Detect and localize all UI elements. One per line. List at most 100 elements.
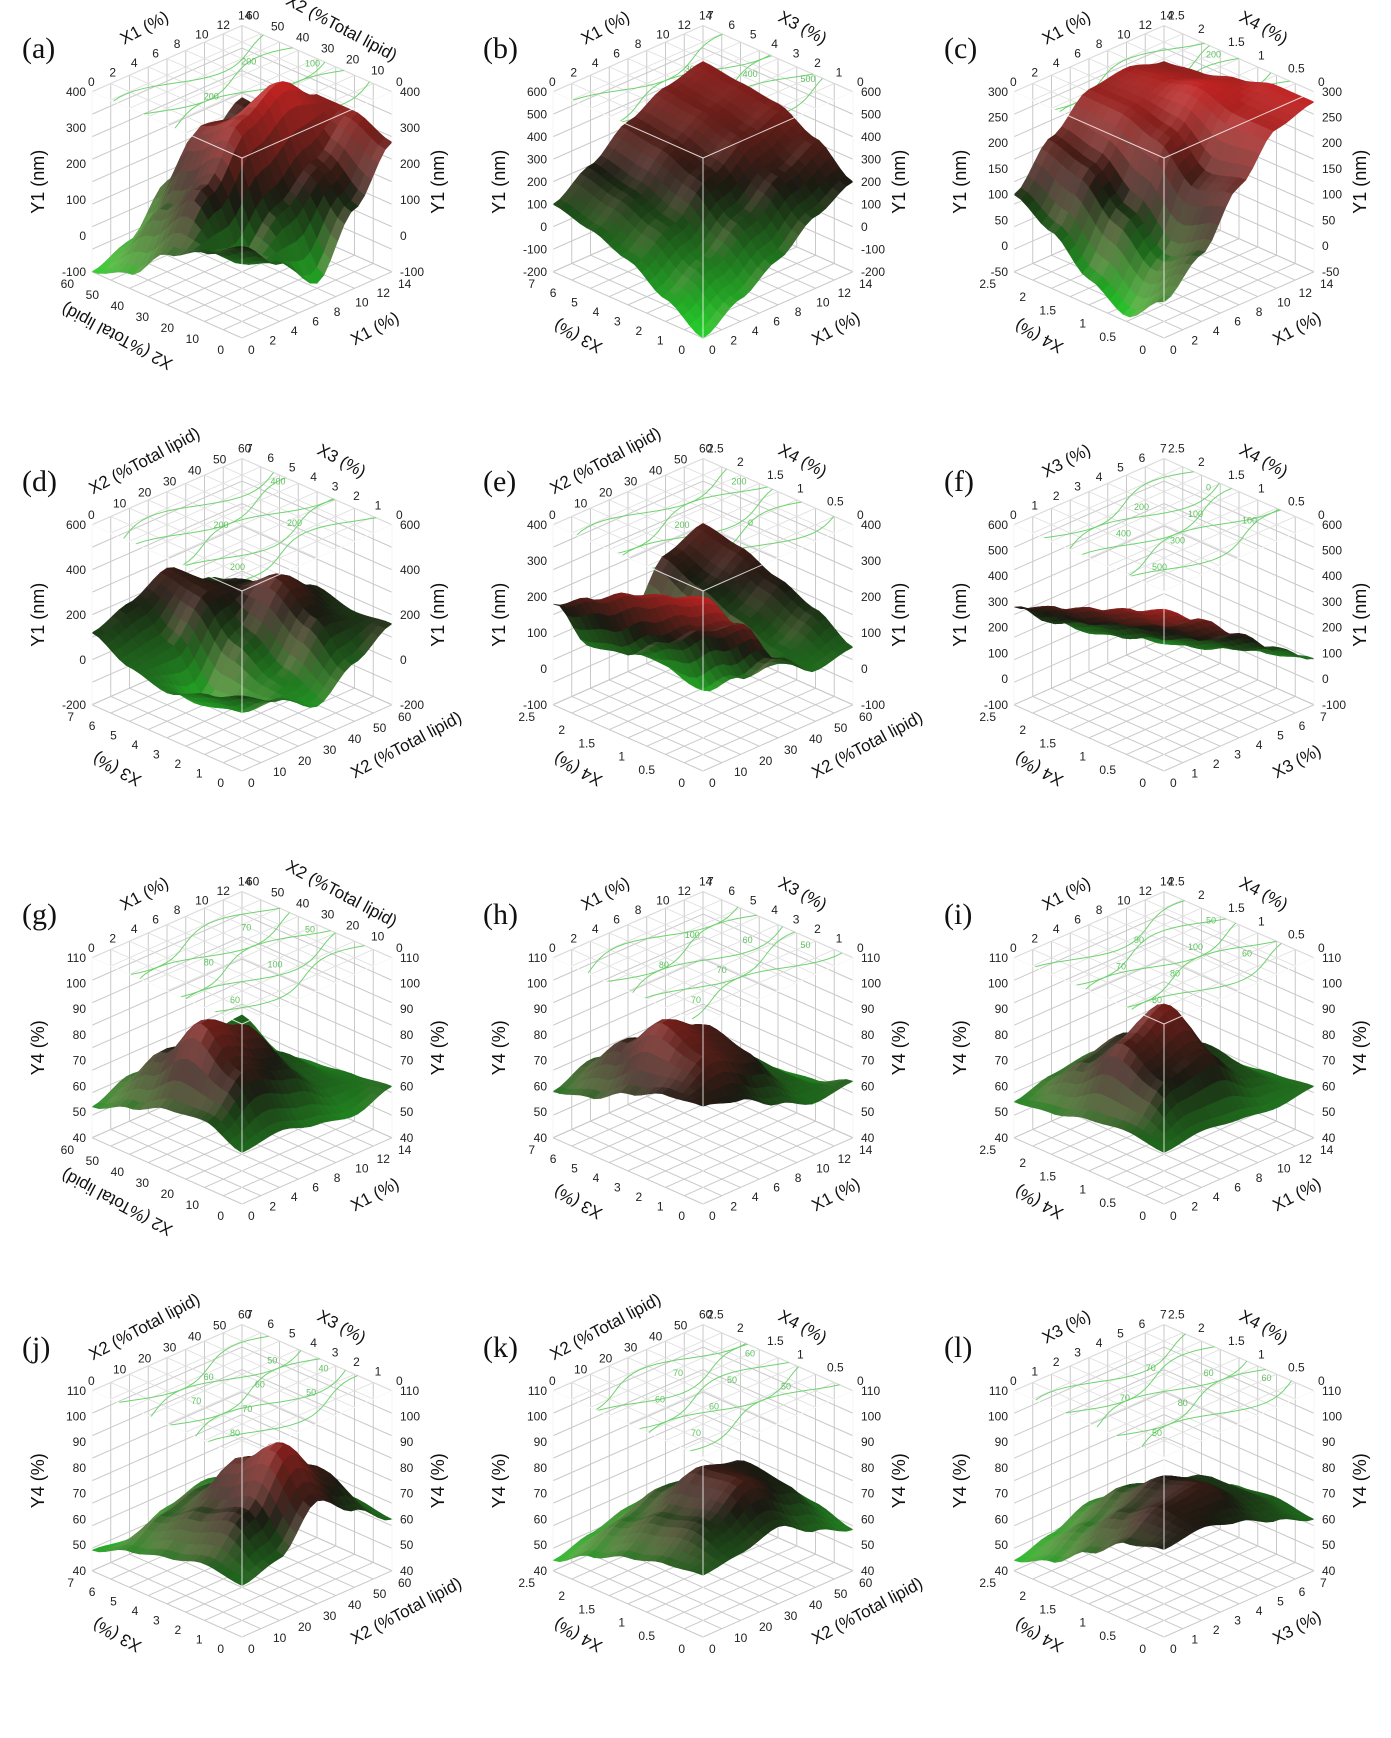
y-axis-title-top: X3 (%) <box>314 440 369 481</box>
z-tick-label-left: 400 <box>66 563 86 577</box>
z-tick-label-right: 0 <box>400 653 407 667</box>
y-tick-label: 60 <box>61 277 75 291</box>
x-tick-label-top: 10 <box>113 497 127 511</box>
contour-label: 0 <box>1206 482 1211 492</box>
contour-label: 60 <box>743 935 753 945</box>
y-tick-label: 0 <box>1139 343 1146 357</box>
z-tick-label-right: -100 <box>861 242 885 256</box>
z-tick-label-left: 200 <box>527 175 547 189</box>
z-tick-label-left: 400 <box>527 518 547 532</box>
y-tick-label-top: 2 <box>737 455 744 469</box>
y-tick-label-top: 40 <box>296 897 310 911</box>
z-tick-label-right: 60 <box>400 1079 414 1093</box>
y-tick-label: 20 <box>161 1187 175 1201</box>
z-tick-label-right: 300 <box>1322 595 1342 609</box>
z-axis-title-left: Y4 (%) <box>28 1020 48 1075</box>
x-tick-label-top: 8 <box>635 903 642 917</box>
z-tick-label-left: 300 <box>988 595 1008 609</box>
z-tick-label-left: 110 <box>67 951 86 965</box>
z-tick-label-left: 100 <box>527 197 547 211</box>
z-tick-label-right: 600 <box>400 518 420 532</box>
x-axis-title: X1 (%) <box>1269 308 1324 349</box>
z-tick-label-right: 0 <box>1322 239 1329 253</box>
x-tick-label: 0 <box>248 776 255 790</box>
x-tick-label-top: 6 <box>613 912 620 926</box>
contour-label: 400 <box>1116 529 1131 539</box>
y-tick-label-top: 60 <box>246 875 260 889</box>
x-tick-label-top: 8 <box>635 37 642 51</box>
x-tick-label: 4 <box>752 1190 759 1204</box>
panel-b: 1001002003004005000022446688101012121414… <box>471 6 934 439</box>
x-tick-label: 12 <box>377 286 391 300</box>
x-tick-label: 12 <box>838 286 852 300</box>
y-tick-label-top: 2 <box>1198 22 1205 36</box>
z-tick-label-right: 110 <box>400 951 419 965</box>
y-tick-label: 10 <box>186 1198 200 1212</box>
panel-label: (d) <box>22 465 57 498</box>
z-tick-label-left: 600 <box>988 518 1008 532</box>
x-tick-label: 20 <box>298 754 312 768</box>
z-tick-label-left: -100 <box>523 242 547 256</box>
x-axis-title: X1 (%) <box>808 308 863 349</box>
z-tick-label-right: 100 <box>1322 188 1342 202</box>
z-tick-label-right: 200 <box>1322 621 1342 635</box>
z-tick-label-left: 600 <box>66 518 86 532</box>
z-tick-label-right: 0 <box>861 220 868 234</box>
z-tick-label-left: 90 <box>73 1002 87 1016</box>
z-tick-label-right: 300 <box>861 152 881 166</box>
y-tick-label: 1.5 <box>1039 736 1056 750</box>
x-tick-label: 0 <box>1170 776 1177 790</box>
y-tick-label-top: 10 <box>371 64 385 78</box>
x-tick-label: 10 <box>355 1162 369 1176</box>
x-tick-label: 8 <box>795 305 802 319</box>
contour-label: 300 <box>1170 535 1185 545</box>
y-tick-label-top: 2 <box>1198 455 1205 469</box>
x-tick-label-top: 30 <box>624 475 638 489</box>
z-tick-label-right: 50 <box>1322 213 1336 227</box>
y-axis-title: X3 (%) <box>90 749 145 790</box>
x-tick-label: 8 <box>334 305 341 319</box>
x-tick-label-top: 8 <box>174 903 181 917</box>
contour-label: 80 <box>204 957 214 967</box>
z-tick-label-left: 40 <box>73 1131 87 1145</box>
contour-label: 200 <box>241 56 256 66</box>
x-tick-label-top: 50 <box>213 453 227 467</box>
x-tick-label: 6 <box>1234 315 1241 329</box>
x-tick-label: 5 <box>1277 729 1284 743</box>
z-axis-title-right: Y1 (nm) <box>1350 583 1370 647</box>
contour-label: 50 <box>801 940 811 950</box>
y-tick-label-top: 3 <box>793 46 800 60</box>
x-tick-label-top: 2 <box>1031 65 1038 79</box>
x-tick-label-top: 4 <box>131 56 138 70</box>
z-tick-label-left: 600 <box>527 85 547 99</box>
panel-e: 100200020000101020203030404050506060000.… <box>471 439 934 872</box>
x-tick-label-top: 6 <box>1139 451 1146 465</box>
z-tick-label-right: 50 <box>400 1105 414 1119</box>
panel-label: (c) <box>944 32 977 65</box>
contour-label: 100 <box>685 930 700 940</box>
y-tick-label-top: 2.5 <box>1168 9 1185 23</box>
x-tick-label: 60 <box>398 710 412 724</box>
z-tick-label-right: 200 <box>400 608 420 622</box>
z-tick-label-right: 300 <box>861 554 881 568</box>
y-tick-label: 2.5 <box>518 710 535 724</box>
y-tick-label: 10 <box>186 332 200 346</box>
y-tick-label: 1.5 <box>1039 303 1056 317</box>
y-tick-label-top: 60 <box>246 9 260 23</box>
y-tick-label-top: 30 <box>321 908 335 922</box>
z-tick-label-right: 90 <box>400 1002 414 1016</box>
z-tick-label-left: 300 <box>527 152 547 166</box>
contour-label: 200 <box>214 520 229 530</box>
y-tick-label: 40 <box>111 299 125 313</box>
x-tick-label: 3 <box>1234 748 1241 762</box>
x-tick-label: 4 <box>1256 738 1263 752</box>
x-tick-label: 10 <box>273 765 287 779</box>
z-tick-label-left: -100 <box>984 698 1008 712</box>
contour-label: 200 <box>287 518 302 528</box>
contour-label: 400 <box>271 476 286 486</box>
x-tick-label-top: 2 <box>1053 489 1060 503</box>
z-tick-label-right: 400 <box>400 85 420 99</box>
z-axis-title-left: Y1 (nm) <box>28 583 48 647</box>
z-tick-label-left: -100 <box>523 698 547 712</box>
z-tick-label-right: 600 <box>861 85 881 99</box>
